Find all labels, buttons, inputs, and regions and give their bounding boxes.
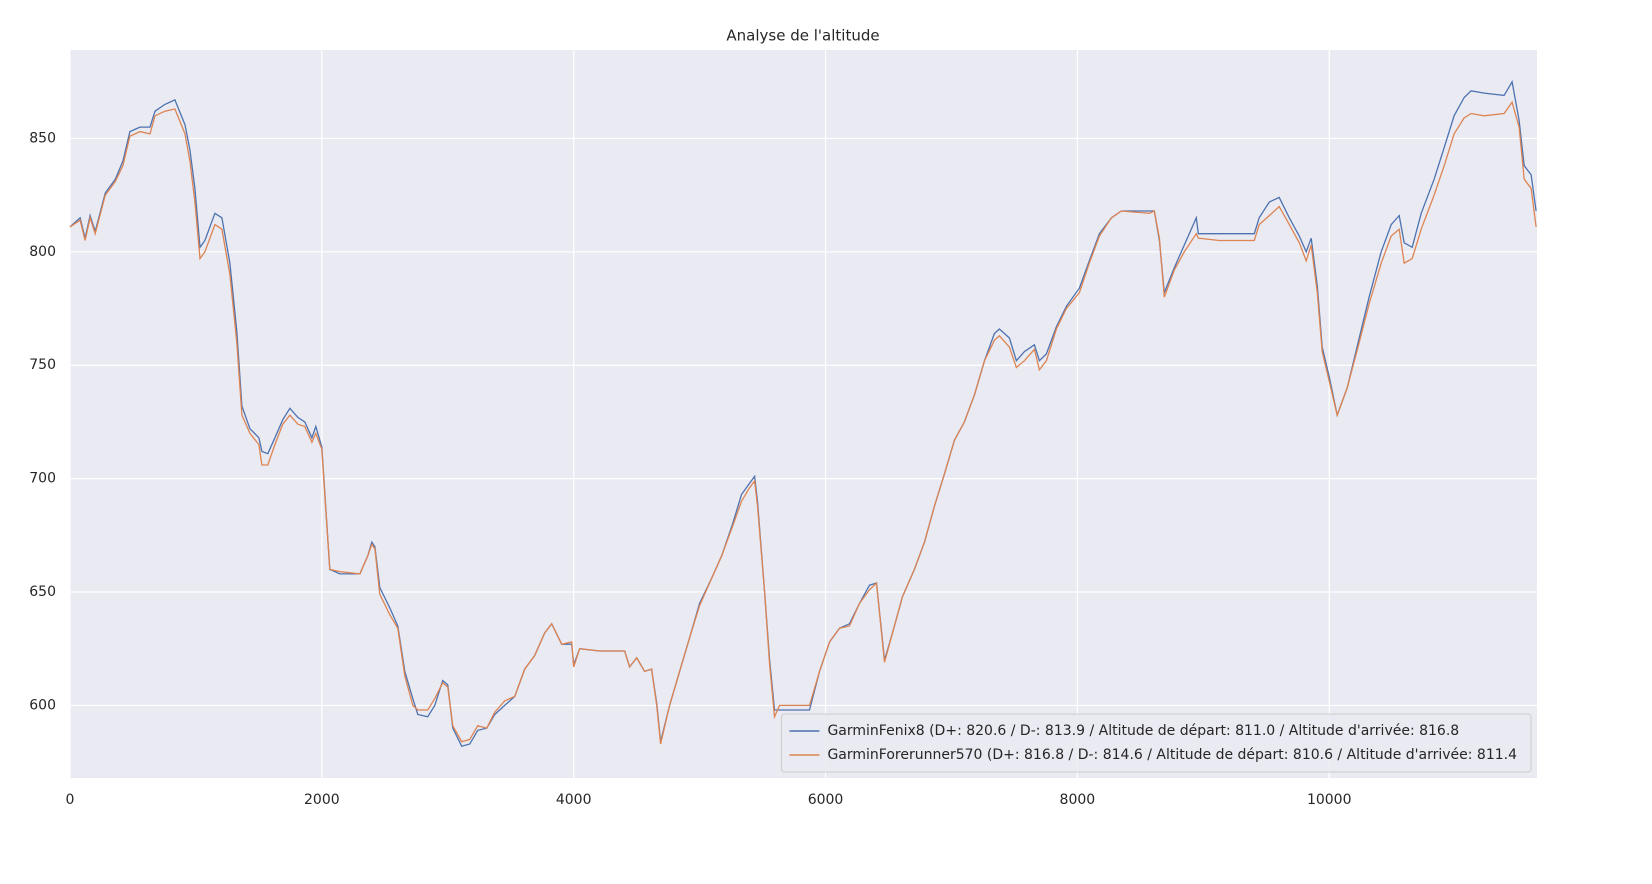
x-tick-label: 2000 — [304, 792, 340, 808]
y-tick-label: 800 — [29, 244, 56, 260]
plot-area — [70, 50, 1537, 778]
x-tick-label: 6000 — [808, 792, 844, 808]
y-tick-label: 700 — [29, 471, 56, 487]
y-tick-label: 850 — [29, 130, 56, 146]
legend: GarminFenix8 (D+: 820.6 / D-: 813.9 / Al… — [780, 713, 1532, 773]
legend-box — [780, 713, 1532, 773]
x-tick-label: 8000 — [1060, 792, 1096, 808]
x-tick-label: 10000 — [1307, 792, 1352, 808]
line — [69, 100, 1537, 745]
x-tick-label: 0 — [66, 792, 75, 808]
chart-title: Analyse de l'altitude — [726, 27, 879, 45]
y-tick-label: 650 — [29, 584, 56, 600]
x-tick-label: 4000 — [556, 792, 592, 808]
y-tick-label: 600 — [29, 697, 56, 713]
legend-label: GarminFenix8 (D+: 820.6 / D-: 813.9 / Al… — [827, 723, 1459, 739]
line — [69, 79, 1537, 747]
legend-label: GarminForerunner570 (D+: 816.8 / D-: 814… — [827, 747, 1517, 763]
y-tick-label: 750 — [29, 357, 56, 373]
